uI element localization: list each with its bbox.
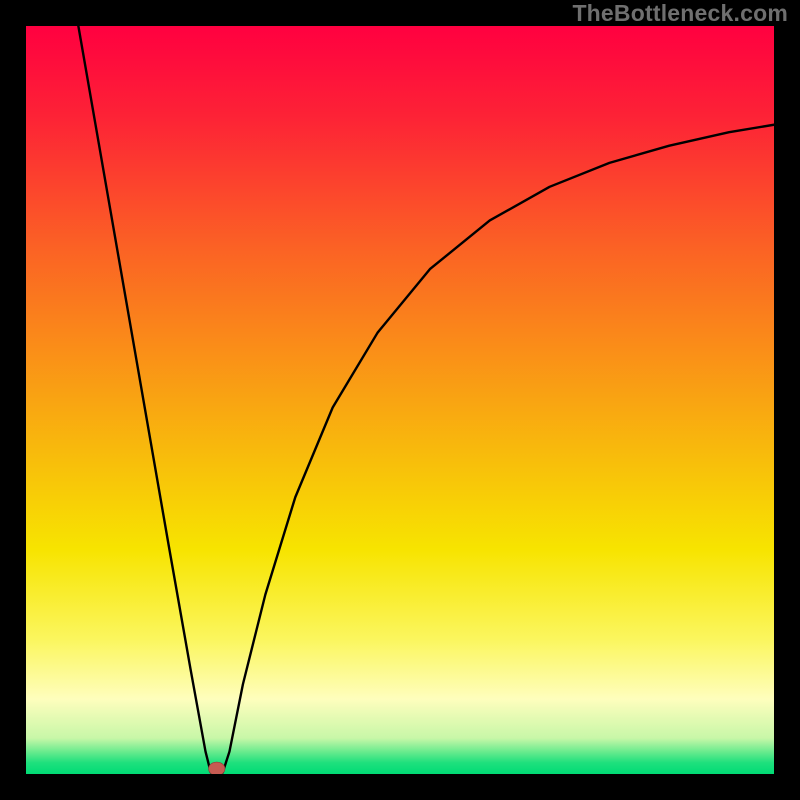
watermark-text: TheBottleneck.com — [572, 0, 788, 27]
optimal-point-marker — [209, 762, 225, 774]
chart-background — [26, 26, 774, 774]
chart-frame: TheBottleneck.com — [0, 0, 800, 800]
bottleneck-chart — [26, 26, 774, 774]
